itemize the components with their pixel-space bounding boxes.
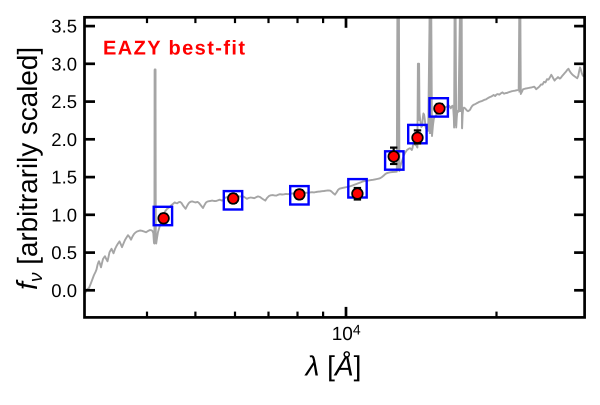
svg-text:1.5: 1.5 (51, 167, 77, 188)
svg-text:3.0: 3.0 (51, 53, 77, 74)
svg-text:EAZY best-fit: EAZY best-fit (103, 38, 246, 60)
svg-text:3.5: 3.5 (51, 16, 77, 37)
svg-text:2.5: 2.5 (51, 91, 77, 112)
svg-text:0.5: 0.5 (51, 242, 77, 263)
svg-text:0.0: 0.0 (51, 280, 77, 301)
svg-text:λ [Å]: λ [Å] (304, 351, 362, 382)
svg-text:fν [arbitrarily scaled]: fν [arbitrarily scaled] (12, 47, 47, 290)
svg-text:2.0: 2.0 (51, 129, 77, 150)
svg-text:1.0: 1.0 (51, 204, 77, 225)
